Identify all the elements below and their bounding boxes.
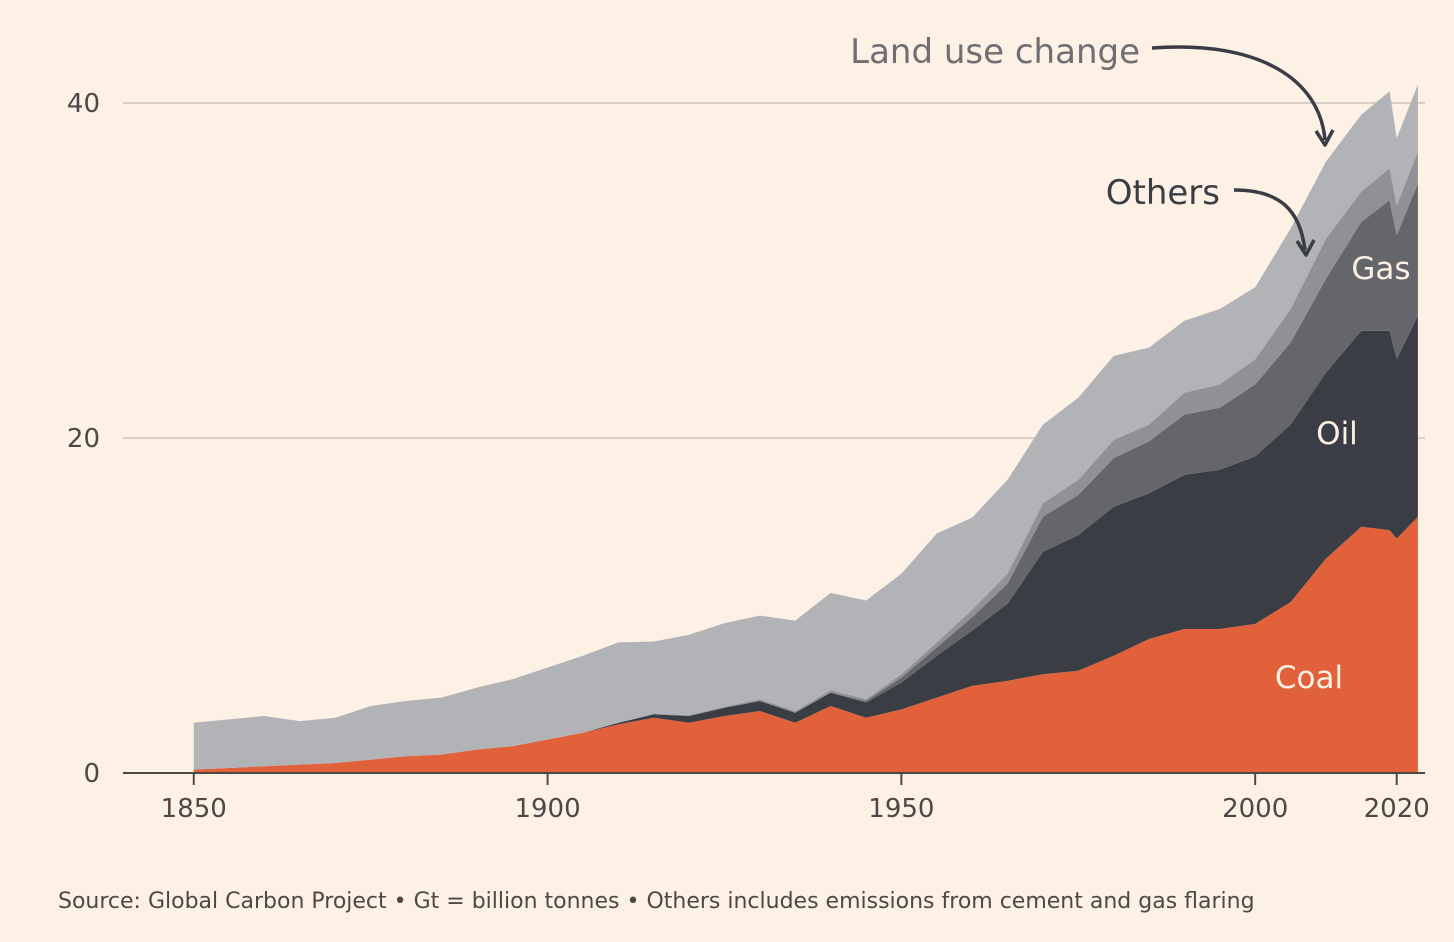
y-tick-label: 20 (67, 424, 100, 454)
y-axis: 0 20 40 (67, 89, 100, 789)
x-tick-label: 2000 (1222, 794, 1288, 824)
x-axis: 1850 1900 1950 2000 2020 (123, 772, 1430, 824)
callout-arrow-others (1233, 188, 1307, 251)
callout-arrowhead-others (1295, 239, 1316, 257)
x-tick-label: 1900 (514, 794, 580, 824)
x-tick-label: 2020 (1364, 794, 1430, 824)
series-label-oil: Oil (1316, 416, 1358, 452)
x-tick-label: 1850 (161, 794, 227, 824)
callout-label-land-use-change: Land use change (850, 32, 1140, 72)
x-tick-label: 1950 (868, 794, 934, 824)
callout-label-others: Others (1106, 173, 1220, 213)
area-gas (193, 183, 1418, 770)
source-note: Source: Global Carbon Project • Gt = bil… (58, 889, 1255, 914)
series-label-gas: Gas (1351, 251, 1410, 287)
y-tick-label: 40 (67, 89, 100, 119)
area-coal (193, 516, 1418, 773)
stacked-areas (193, 84, 1418, 773)
series-label-coal: Coal (1275, 660, 1343, 696)
area-oil (193, 315, 1418, 770)
callout-arrow-land-use-change (1151, 45, 1327, 141)
y-tick-label: 0 (83, 759, 100, 789)
callout-arrowhead-land-use-change (1314, 129, 1335, 147)
area-land-use-change (193, 84, 1418, 770)
